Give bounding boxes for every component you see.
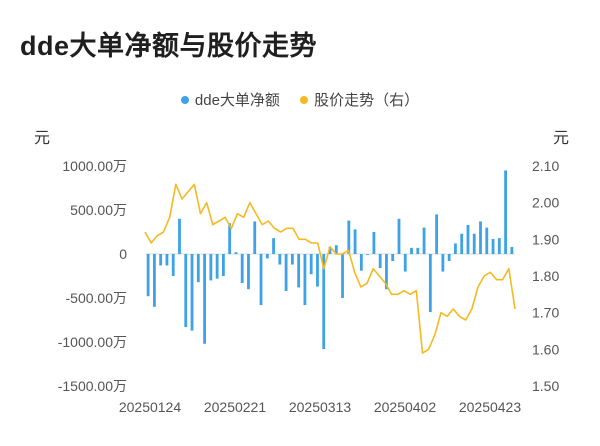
x-axis-tick-label: 20250423 [459, 399, 522, 415]
legend-marker-price [300, 95, 309, 104]
dde-bar [472, 233, 476, 254]
left-axis-tick-label: -1500.00万 [58, 378, 127, 394]
dde-bar [422, 227, 426, 254]
dde-bar [215, 254, 219, 279]
dde-bar [228, 223, 232, 254]
dde-bar [378, 254, 382, 269]
dde-bar [359, 254, 363, 271]
legend-label-dde: dde大单净额 [194, 92, 280, 109]
dde-bar [441, 254, 445, 272]
legend-marker-dde [180, 95, 189, 104]
dde-bar [510, 246, 514, 254]
dde-bar [171, 254, 175, 276]
left-axis-tick-label: 0 [119, 246, 127, 262]
dde-bar [485, 227, 489, 254]
dde-bar [278, 254, 282, 265]
dde-bar [372, 232, 376, 254]
dde-bar [234, 252, 238, 254]
right-axis-tick-label: 1.70 [532, 305, 559, 321]
left-axis-tick-label: -1000.00万 [58, 334, 127, 350]
dde-bar [497, 238, 501, 254]
dde-bar [403, 254, 407, 272]
dde-bar [460, 233, 464, 254]
dde-bar [297, 254, 301, 288]
right-axis-tick-label: 1.90 [532, 231, 559, 247]
right-axis-tick-label: 2.00 [532, 195, 559, 211]
dde-bar [397, 218, 401, 254]
dde-bar [240, 254, 244, 284]
dde-bar [309, 254, 313, 275]
dde-bar [209, 254, 213, 281]
right-axis-tick-label: 1.50 [532, 378, 559, 394]
dde-bar [428, 254, 432, 313]
left-axis-unit: 元 [34, 130, 51, 147]
dde-bar [353, 229, 357, 254]
dde-bar [454, 243, 457, 254]
dde-bar [265, 254, 269, 259]
x-axis-tick-label: 20250124 [119, 399, 182, 415]
x-axis-tick-label: 20250402 [374, 399, 437, 415]
dde-bar [303, 254, 307, 306]
dde-bar [435, 214, 439, 254]
dde-bar [410, 247, 413, 254]
chart-legend: dde大单净额 股价走势（右） [0, 89, 600, 110]
price-line [144, 183, 516, 354]
dde-bar [385, 254, 388, 290]
chart-title: dde大单净额与股价走势 [20, 31, 318, 61]
dde-bar [184, 254, 188, 328]
dde-bar [290, 254, 294, 265]
legend-item-price[interactable]: 股价走势（右） [300, 89, 419, 110]
dde-bar [447, 254, 451, 262]
dde-bar [328, 246, 332, 254]
left-axis-tick-label: 500.00万 [70, 202, 127, 218]
dde-bar [196, 254, 200, 283]
dde-bar [190, 254, 194, 331]
right-axis-unit: 元 [552, 130, 569, 147]
dde-bar [272, 238, 275, 254]
dde-bar [491, 239, 495, 254]
dde-bar [316, 254, 319, 287]
dde-bar [203, 254, 206, 344]
dde-bar [259, 254, 263, 306]
dde-bar [322, 254, 326, 350]
legend-item-dde[interactable]: dde大单净额 [180, 89, 280, 110]
dde-bar [178, 218, 181, 254]
dde-bar [347, 220, 351, 254]
left-axis-tick-label: -500.00万 [66, 290, 127, 306]
dde-bar [253, 221, 257, 254]
legend-label-price: 股价走势（右） [314, 92, 420, 109]
dde-bar [391, 254, 395, 262]
dde-bar [221, 254, 225, 276]
x-axis-tick-label: 20250313 [289, 399, 352, 415]
dde-bar [479, 221, 482, 254]
right-axis-tick-label: 1.60 [532, 341, 559, 357]
dde-bar [159, 254, 163, 266]
dde-bar [153, 254, 156, 307]
left-axis-tick-label: 1000.00万 [62, 158, 127, 174]
dde-bar [284, 254, 288, 291]
right-axis-tick-label: 1.80 [532, 268, 559, 284]
dde-bar [416, 247, 420, 254]
dde-bar [366, 254, 370, 255]
dde-bar [341, 254, 344, 298]
dde-bar [334, 245, 338, 254]
dde-bar [504, 170, 507, 254]
dde-bar [165, 254, 169, 266]
x-axis-tick-label: 20250221 [204, 399, 267, 415]
dde-bar [146, 254, 150, 297]
dde-bar [247, 254, 250, 290]
right-axis-tick-label: 2.10 [532, 158, 559, 174]
dde-bar [466, 224, 470, 254]
